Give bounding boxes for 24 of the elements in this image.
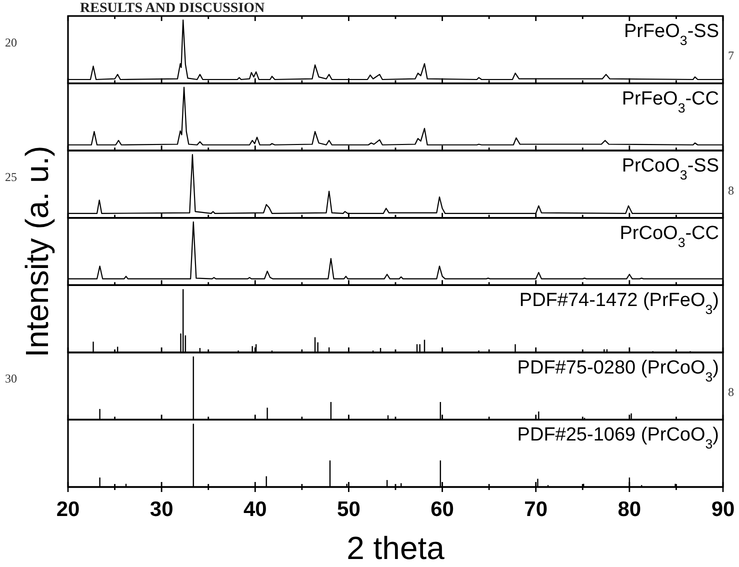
chart-title: RESULTS AND DISCUSSION — [80, 1, 265, 16]
series-label: PDF#74-1472 (PrFeO$_{3}$) — [519, 290, 719, 317]
x-tick-label: 80 — [618, 498, 642, 521]
series-label: PrFeO$_{3}$-CC — [622, 88, 719, 115]
x-tick-label: 90 — [711, 498, 735, 521]
series-label: PDF#75-0280 (PrCoO$_{3}$) — [517, 357, 719, 384]
y-axis-title: Intensity (a. u.) — [19, 146, 55, 358]
x-tick-label: 50 — [337, 498, 360, 521]
text: 30 — [5, 372, 17, 386]
x-tick-label: 30 — [150, 498, 174, 521]
text: 8 — [728, 183, 734, 198]
series-label: PrCoO$_{3}$-CC — [620, 222, 719, 250]
legend-label: PrFeO$_{3}$-SS — [624, 21, 719, 48]
text: 25 — [5, 170, 17, 184]
x-axis-title: 2 theta — [346, 530, 445, 566]
series-label: PrCoO$_{3}$-SS — [622, 156, 719, 182]
text: 7 — [728, 48, 734, 63]
text: 8 — [728, 385, 734, 400]
x-tick-label: 60 — [430, 498, 454, 521]
series-label: PDF#25-1069 (PrCoO$_{3}$) — [517, 424, 719, 452]
x-tick-label: 40 — [243, 498, 267, 521]
x-tick-label: 20 — [56, 498, 80, 521]
text: 20 — [5, 35, 17, 50]
x-tick-label: 70 — [524, 498, 548, 521]
